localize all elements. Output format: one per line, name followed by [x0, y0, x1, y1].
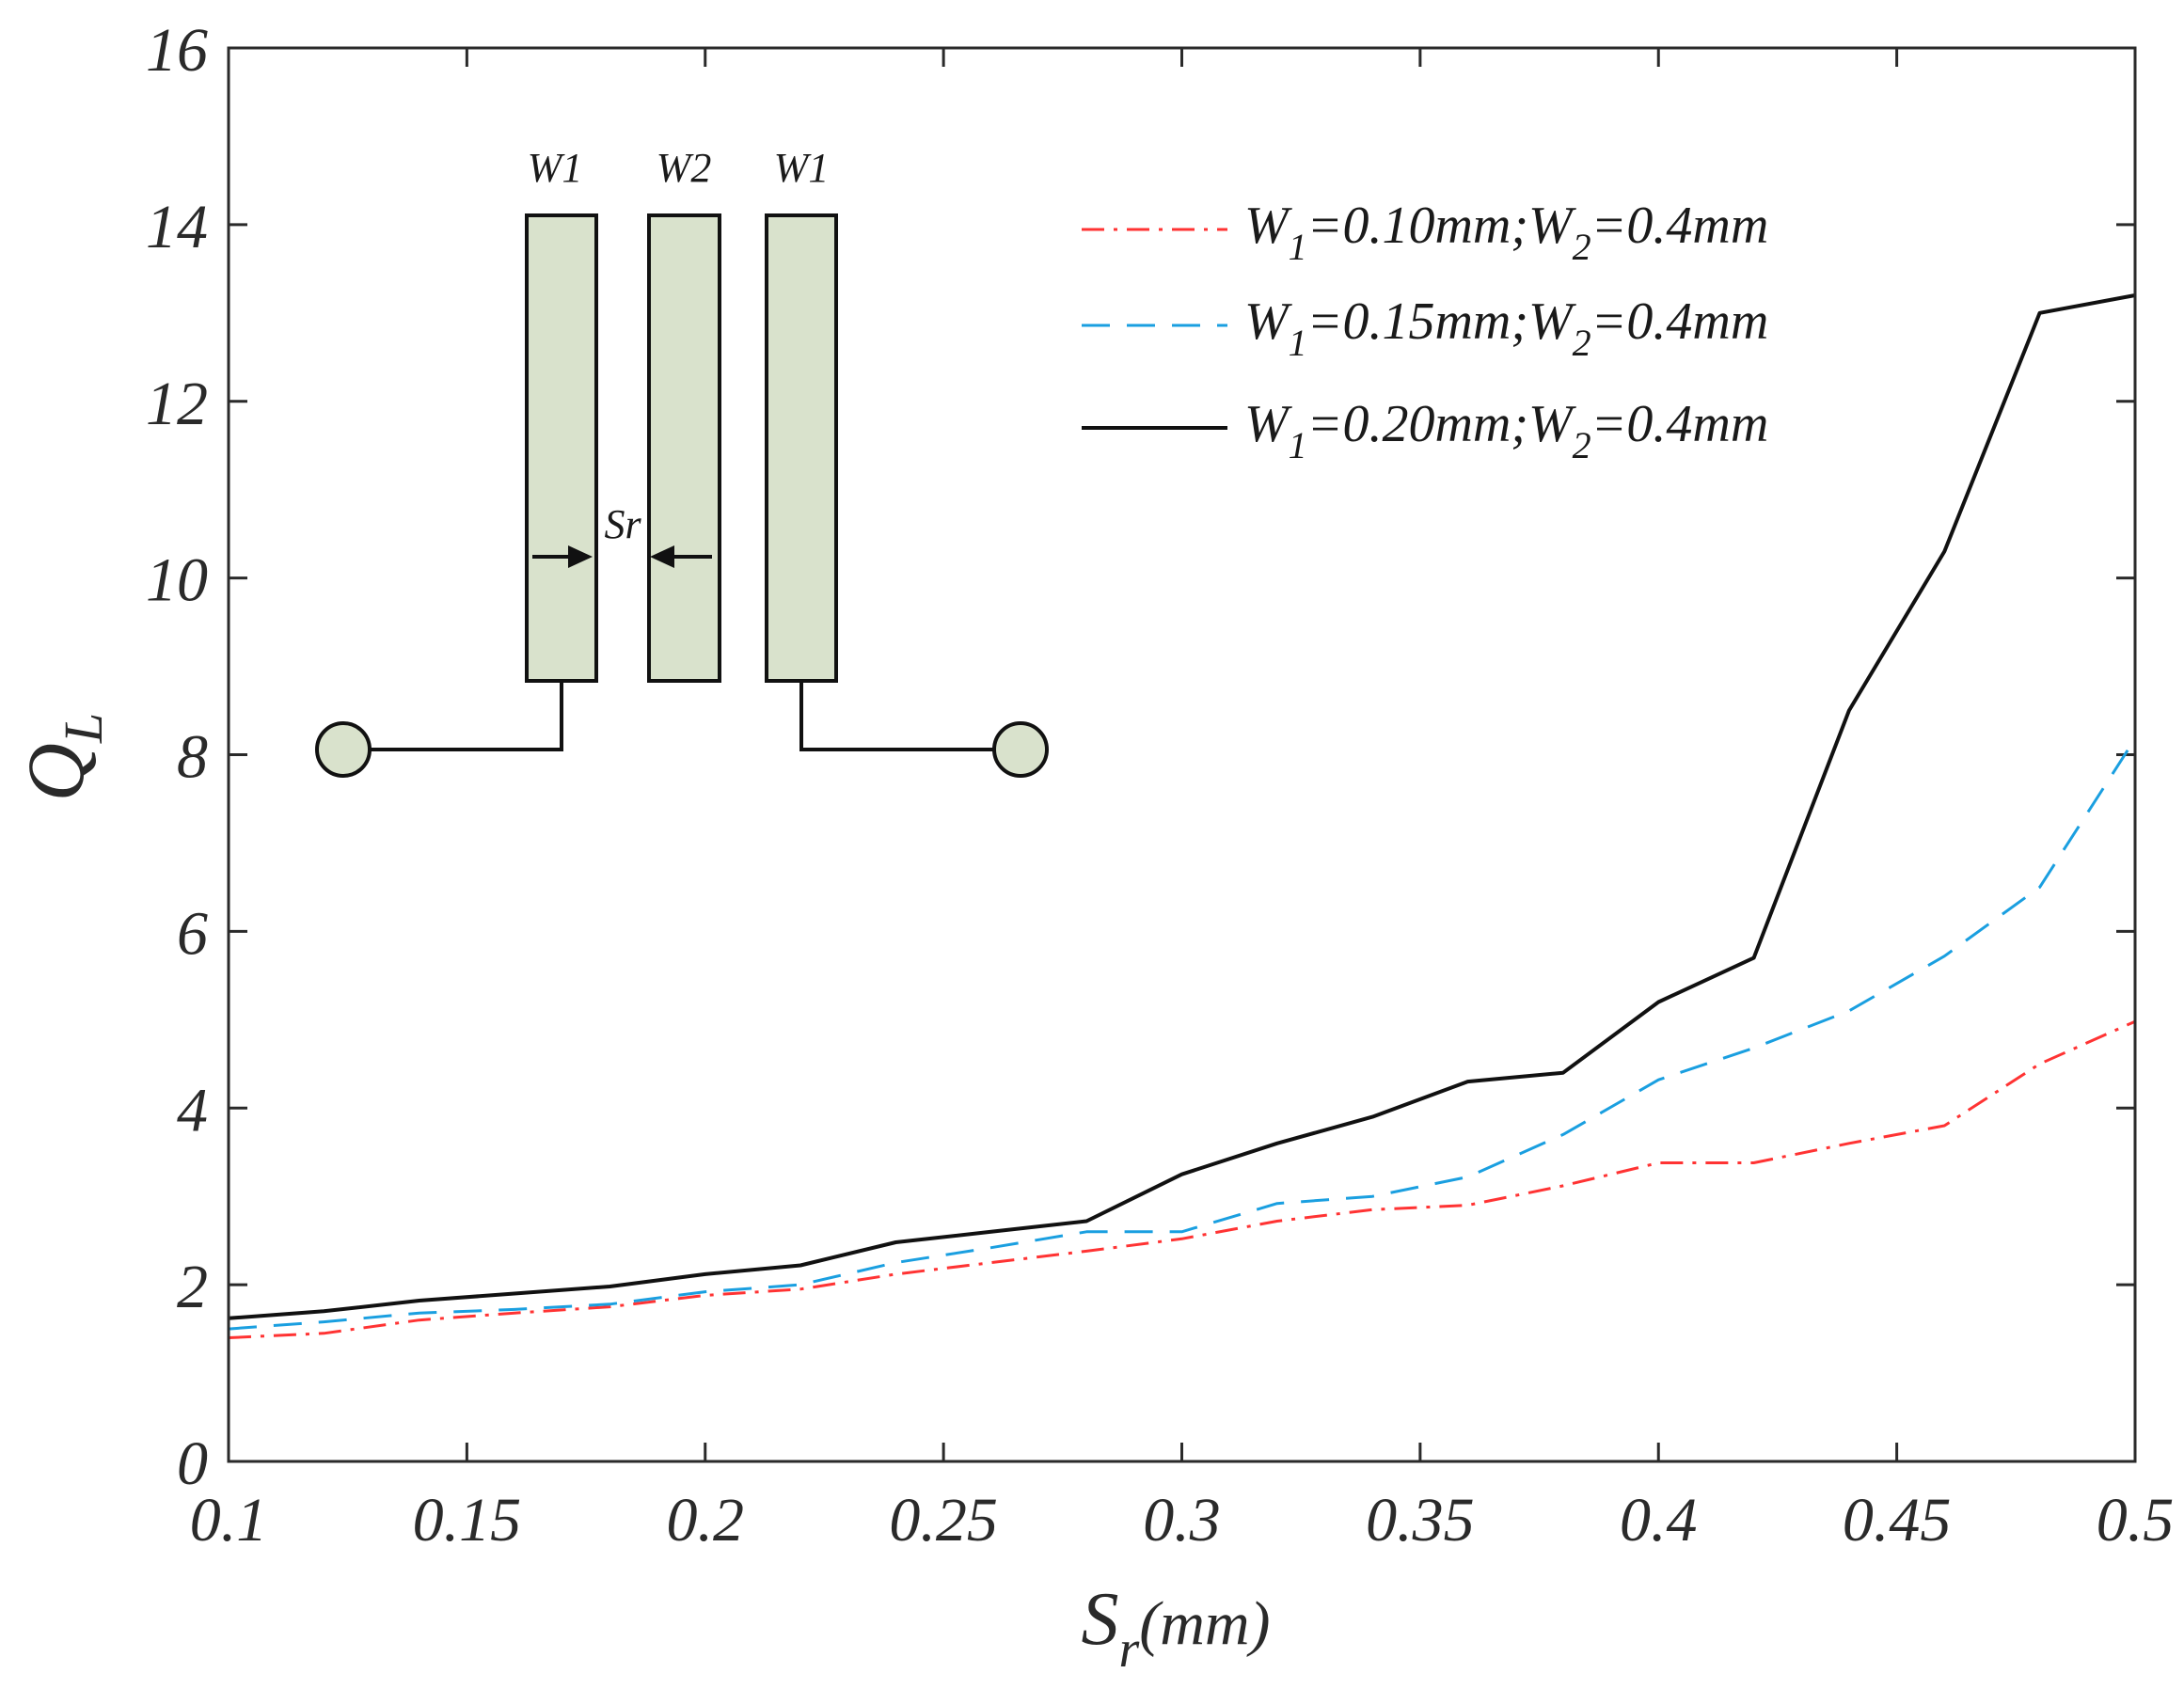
series-line-0 [228, 1019, 2136, 1339]
x-axis-title-suffix: (mm) [1139, 1589, 1270, 1658]
inset-label-w1-right: W1 [774, 145, 830, 191]
inset-arrow-left-head [568, 545, 593, 568]
inset-feed-right [799, 681, 1002, 751]
svg-text:QL: QL [10, 713, 114, 801]
x-tick-label: 0.15 [413, 1486, 522, 1555]
inset-label-w1-left: W1 [528, 145, 583, 191]
legend-entry-0: W1=0.10mm;W2=0.4mm [1082, 197, 1768, 268]
series-layer [228, 293, 2137, 1339]
legend: W1=0.10mm;W2=0.4mm W1=0.15mm;W2=0.4mm W1… [1082, 197, 1768, 466]
inset-feed-left [362, 681, 563, 751]
series-line-2 [228, 293, 2136, 1320]
x-axis-title-main: S [1081, 1578, 1118, 1661]
y-tick-label: 8 [177, 723, 208, 792]
svg-text:Sr(mm): Sr(mm) [1081, 1578, 1270, 1679]
x-tick-label: 0.3 [1143, 1486, 1221, 1555]
y-tick-label: 12 [146, 370, 208, 438]
y-tick-label: 10 [146, 546, 208, 615]
series-line-1 [228, 737, 2137, 1331]
y-tick-label: 16 [146, 16, 208, 85]
inset-strip-middle [647, 213, 721, 683]
x-tick-label: 0.45 [1843, 1486, 1952, 1555]
x-tick-label: 0.1 [190, 1486, 268, 1555]
inset-port-left [315, 721, 372, 778]
inset-arrow-right-head [650, 545, 674, 568]
inset-schematic: Sr W1 W2 W1 [315, 145, 1049, 778]
plot-frame [227, 46, 2137, 1463]
x-axis-title-sub: r [1118, 1620, 1139, 1679]
inset-port-right [992, 721, 1049, 778]
x-tick-label: 0.2 [667, 1486, 745, 1555]
x-tick-label: 0.4 [1620, 1486, 1698, 1555]
legend-label-0: W1=0.10mm;W2=0.4mm [1244, 197, 1768, 268]
y-tick-label: 0 [177, 1429, 208, 1498]
legend-label-1: W1=0.15mm;W2=0.4mm [1244, 292, 1768, 364]
x-tick-label: 0.35 [1366, 1486, 1475, 1555]
y-tick-label: 2 [177, 1253, 208, 1321]
y-axis-title-sub: L [53, 713, 114, 744]
inset-strip-left [525, 213, 598, 683]
x-tick-label: 0.5 [2097, 1486, 2175, 1555]
legend-entry-1: W1=0.15mm;W2=0.4mm [1082, 292, 1768, 364]
y-tick-label: 14 [146, 193, 208, 261]
y-tick-label: 4 [177, 1076, 208, 1144]
legend-label-2: W1=0.20mm;W2=0.4mm [1244, 395, 1768, 466]
y-tick-label: 6 [177, 899, 208, 968]
tick-labels: 0.1 0.15 0.2 0.25 0.3 0.35 0.4 0.45 0.5 0 2 4 6 8 10 12… [146, 16, 2174, 1555]
legend-entry-2: W1=0.20mm;W2=0.4mm [1082, 395, 1768, 466]
inset-label-w2: W2 [657, 145, 712, 191]
y-axis-title: QL [10, 713, 114, 801]
inset-gap-label: Sr [604, 501, 641, 547]
inset-strip-right [765, 213, 838, 683]
x-axis-title: Sr(mm) [1081, 1578, 1270, 1679]
x-tick-label: 0.25 [889, 1486, 998, 1555]
axis-ticks [227, 46, 2137, 1463]
y-axis-title-main: Q [10, 743, 101, 801]
